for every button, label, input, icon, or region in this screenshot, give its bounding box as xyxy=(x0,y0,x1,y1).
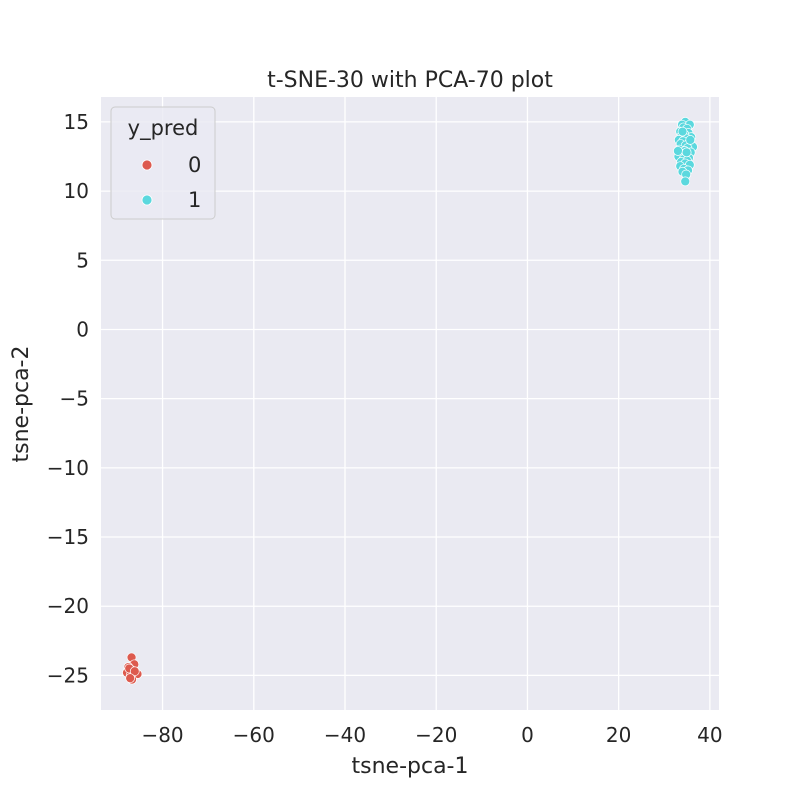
point-series-1 xyxy=(680,176,691,187)
data-points xyxy=(122,117,698,685)
point-series-1 xyxy=(685,135,696,145)
y-tick-label: 5 xyxy=(76,248,89,272)
point-series-1 xyxy=(677,126,688,137)
legend-title: y_pred xyxy=(128,116,199,141)
x-tick-label: 40 xyxy=(697,723,722,747)
y-tick-label: 15 xyxy=(64,110,89,134)
point-series-0 xyxy=(125,673,136,684)
x-tick-labels: −80 −60 −40 −20 0 20 40 xyxy=(141,723,722,747)
x-tick-label: −40 xyxy=(324,723,366,747)
point-series-0 xyxy=(129,666,140,677)
x-tick-label: 20 xyxy=(606,723,631,747)
y-tick-label: −15 xyxy=(47,525,89,549)
x-tick-label: −80 xyxy=(141,723,183,747)
x-tick-label: 0 xyxy=(521,723,534,747)
y-axis-label: tsne-pca-2 xyxy=(9,346,34,463)
legend-marker-1 xyxy=(141,194,153,206)
legend-marker-0 xyxy=(141,159,153,171)
y-tick-label: 0 xyxy=(76,317,89,341)
y-tick-label: 10 xyxy=(64,179,89,203)
y-tick-label: −25 xyxy=(47,663,89,687)
y-tick-label: −20 xyxy=(47,594,89,618)
x-tick-label: −20 xyxy=(415,723,457,747)
legend: y_pred 0 1 xyxy=(110,106,216,220)
point-series-1 xyxy=(681,147,692,158)
legend-entry-0: 0 xyxy=(188,153,201,177)
y-tick-label: −5 xyxy=(60,387,89,411)
legend-entry-1: 1 xyxy=(188,188,201,212)
y-tick-labels: 15 10 5 0 −5 −10 −15 −20 −25 xyxy=(47,110,89,687)
point-series-1 xyxy=(673,146,683,156)
chart-title: t-SNE-30 with PCA-70 plot xyxy=(267,68,553,93)
x-axis-label: tsne-pca-1 xyxy=(352,754,469,779)
legend-box xyxy=(110,106,216,220)
y-tick-label: −10 xyxy=(47,456,89,480)
x-tick-label: −60 xyxy=(233,723,275,747)
